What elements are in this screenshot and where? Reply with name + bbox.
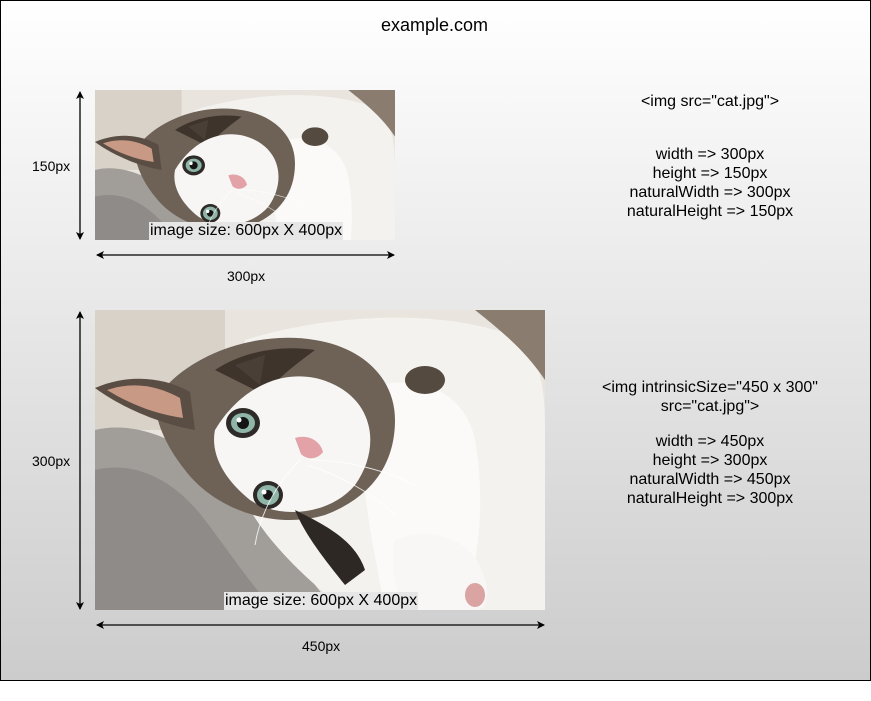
img-tag-1: <img src="cat.jpg"> <box>640 93 780 110</box>
code-block-2: <img intrinsicSize="450 x 300" src="cat.… <box>560 378 860 508</box>
prop-line: width => 450px <box>655 433 765 450</box>
width-label-2: 450px <box>302 638 341 654</box>
prop-line: naturalWidth => 300px <box>629 184 791 201</box>
cat-image-full <box>95 310 545 610</box>
prop-line: height => 150px <box>652 165 768 182</box>
image-size-caption-1: image size: 600px X 400px <box>149 222 344 240</box>
image-size-caption-2: image size: 600px X 400px <box>224 592 419 610</box>
height-label-2: 300px <box>32 453 71 469</box>
prop-line: height => 300px <box>652 452 768 469</box>
page-title: example.com <box>380 15 489 35</box>
width-label-1: 300px <box>227 268 266 284</box>
prop-line: naturalHeight => 150px <box>626 203 794 220</box>
img-tag-2-line2: src="cat.jpg"> <box>660 398 760 415</box>
prop-line: width => 300px <box>655 146 765 163</box>
prop-line: naturalHeight => 300px <box>626 490 794 507</box>
height-label-1: 150px <box>32 158 71 174</box>
cat-image-cropped <box>95 90 395 240</box>
code-block-1: <img src="cat.jpg"> width => 300px heigh… <box>560 92 860 221</box>
img-tag-2-line1: <img intrinsicSize="450 x 300" <box>602 379 818 396</box>
prop-line: naturalWidth => 450px <box>629 471 791 488</box>
